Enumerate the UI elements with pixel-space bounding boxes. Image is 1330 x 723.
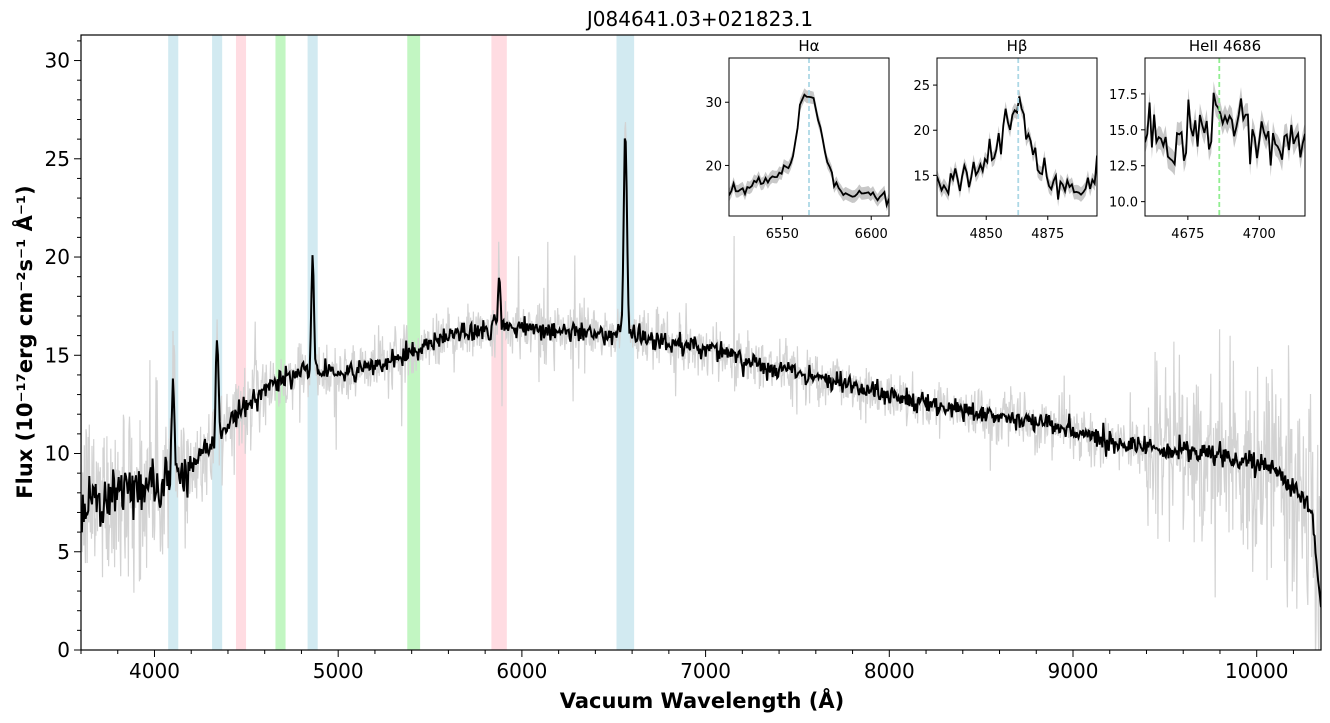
y-tick-label: 20 <box>45 245 70 269</box>
inset-y-tick-label: 10.0 <box>1109 196 1138 211</box>
main-plot-area <box>81 35 1321 650</box>
band-hei-4471 <box>235 35 247 650</box>
inset-plot-area <box>1145 58 1305 216</box>
inset-frame <box>1144 57 1306 217</box>
y-tick-label: 10 <box>45 442 70 466</box>
inset-y-tick-label: 17.5 <box>1109 88 1138 103</box>
band-h-beta <box>307 35 318 650</box>
inset-y-tick-label: 20 <box>705 159 722 174</box>
y-tick-label: 25 <box>45 147 70 171</box>
inset-error-band <box>937 89 1097 207</box>
band-heii-4686 <box>275 35 286 650</box>
x-tick-label: 6000 <box>496 659 547 683</box>
inset-2: Hβ 4850 4875 15 20 25 <box>913 37 1098 242</box>
inset-flux-line <box>1145 92 1305 167</box>
x-axis-label: Vacuum Wavelength (Å) <box>560 688 845 713</box>
inset-plot-area <box>937 58 1097 216</box>
band-heii-5411 <box>407 35 421 650</box>
inset-plot-area <box>729 58 889 216</box>
inset-frame <box>728 57 890 217</box>
x-tick-label: 4000 <box>129 659 180 683</box>
x-tick-label: 9000 <box>1048 659 1099 683</box>
y-tick-label: 5 <box>57 540 70 564</box>
main-plot: 4000 5000 6000 7000 8000 9000 10000 0 5 10 15 20 25 3… <box>45 34 1322 683</box>
inset-title: Hβ <box>1007 37 1028 55</box>
x-tick-label: 5000 <box>313 659 364 683</box>
inset-flux-line <box>729 93 889 209</box>
inset-background <box>1145 58 1305 216</box>
smoothed-spectrum-line <box>81 138 1321 608</box>
inset-title: Hα <box>798 37 819 55</box>
inset-y-tick-label: 20 <box>913 124 930 139</box>
inset-error-band <box>1145 81 1305 177</box>
inset-flux-line <box>937 96 1097 200</box>
inset-x-tick-label: 4875 <box>1031 227 1064 242</box>
inset-plots: Hα 6550 6600 20 30 Hβ 4850 4875 15 20 25 HeII 4686 4… <box>705 37 1306 242</box>
inset-y-tick-label: 15.0 <box>1109 124 1138 139</box>
inset-y-tick-label: 30 <box>705 96 722 111</box>
chart-title: J084641.03+021823.1 <box>585 7 813 31</box>
y-tick-label: 0 <box>57 638 70 662</box>
inset-y-tick-label: 12.5 <box>1109 160 1138 175</box>
y-tick-label: 15 <box>45 343 70 367</box>
main-plot-frame <box>80 34 1322 651</box>
x-tick-label: 10000 <box>1225 659 1289 683</box>
inset-3: HeII 4686 4675 4700 10.0 12.5 15.0 17.5 <box>1109 37 1306 242</box>
band-hei-5876 <box>491 35 507 650</box>
inset-y-tick-label: 25 <box>913 79 930 94</box>
inset-y-tick-label: 15 <box>913 169 930 184</box>
inset-x-tick-label: 4675 <box>1171 227 1204 242</box>
inset-x-tick-label: 4850 <box>970 227 1003 242</box>
x-tick-label: 7000 <box>680 659 731 683</box>
band-h-alpha <box>616 35 635 650</box>
inset-x-tick-label: 4700 <box>1243 227 1276 242</box>
y-axis-label: Flux (10⁻¹⁷erg cm⁻²s⁻¹ Å⁻¹) <box>12 185 37 498</box>
y-tick-label: 30 <box>45 49 70 73</box>
inset-frame <box>936 57 1098 217</box>
inset-x-tick-label: 6600 <box>855 227 888 242</box>
inset-1: Hα 6550 6600 20 30 <box>705 37 890 242</box>
inset-title: HeII 4686 <box>1189 37 1261 55</box>
inset-x-tick-label: 6550 <box>766 227 799 242</box>
x-tick-label: 8000 <box>864 659 915 683</box>
